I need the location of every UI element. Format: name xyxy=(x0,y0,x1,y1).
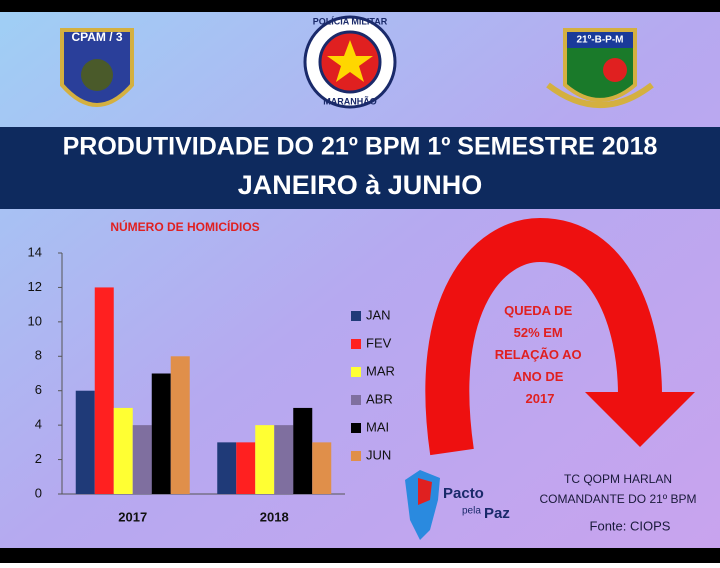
bar xyxy=(94,287,114,494)
bar xyxy=(217,442,237,494)
y-tick-label: 12 xyxy=(28,279,42,294)
header-subtitle: JANEIRO à JUNHO xyxy=(238,170,483,200)
bar xyxy=(132,425,152,494)
y-tick-label: 10 xyxy=(28,313,42,328)
legend-label: JUN xyxy=(366,447,391,462)
legend-swatch xyxy=(351,311,361,321)
annotation-line: RELAÇÃO AO xyxy=(495,347,582,362)
x-tick-label: 2017 xyxy=(118,509,147,524)
x-tick-label: 2018 xyxy=(260,509,289,524)
annotation-line: 2017 xyxy=(526,391,555,406)
logo-text: CPAM / 3 xyxy=(71,30,122,44)
bar xyxy=(312,442,332,494)
legend-swatch xyxy=(351,367,361,377)
bar xyxy=(170,356,190,494)
legend-swatch xyxy=(351,451,361,461)
bar xyxy=(75,390,95,494)
logo-text: POLÍCIA MILITAR xyxy=(313,16,388,26)
legend-label: ABR xyxy=(366,391,393,406)
bar xyxy=(255,425,275,494)
logo-text: 21º-B-P-M xyxy=(577,35,624,46)
legend-label: MAR xyxy=(366,363,395,378)
y-tick-label: 14 xyxy=(28,244,42,259)
header-title: PRODUTIVIDADE DO 21º BPM 1º SEMESTRE 201… xyxy=(63,133,658,161)
logo-21bpm: 21º-B-P-M xyxy=(546,28,654,108)
header-banner xyxy=(0,127,720,209)
annotation: QUEDA DE 52% EM RELAÇÃO AO ANO DE 2017 xyxy=(495,303,586,406)
arrow xyxy=(425,217,695,456)
logo-text: Paz xyxy=(484,505,510,522)
chart-title: NÚMERO DE HOMICÍDIOS xyxy=(110,219,259,234)
legend-label: MAI xyxy=(366,419,389,434)
y-tick-label: 6 xyxy=(35,382,42,397)
legend-label: FEV xyxy=(366,335,392,350)
logo-text: Pacto xyxy=(443,485,484,502)
logo-pacto: Pacto pela Paz xyxy=(405,470,510,540)
y-tick-label: 8 xyxy=(35,348,42,363)
bar xyxy=(274,425,294,494)
y-tick-label: 2 xyxy=(35,451,42,466)
bar xyxy=(236,442,256,494)
annotation-line: 52% EM xyxy=(514,325,563,340)
bottom-bar xyxy=(0,548,720,563)
footer-line: TC QOPM HARLAN xyxy=(564,472,672,486)
legend-swatch xyxy=(351,395,361,405)
logo-pm: POLÍCIA MILITAR MARANHÃO xyxy=(303,15,397,109)
annotation-line: QUEDA DE xyxy=(504,303,572,318)
legend-label: JAN xyxy=(366,307,391,322)
logo-cpam: CPAM / 3 xyxy=(60,28,134,107)
logo-text: pela xyxy=(462,506,481,517)
chart: 0 2 4 6 8 10 12 14 2017 2018 JAN FEV MAR ABR MAI JUN xyxy=(28,244,395,524)
footer-source: Fonte: CIOPS xyxy=(590,518,671,533)
annotation-line: ANO DE xyxy=(513,369,564,384)
bar xyxy=(293,407,313,494)
logo-text: MARANHÃO xyxy=(323,96,377,106)
y-tick-label: 0 xyxy=(35,485,42,500)
y-tick-label: 4 xyxy=(35,417,42,432)
legend-swatch xyxy=(351,339,361,349)
footer-line: COMANDANTE DO 21º BPM xyxy=(539,492,696,506)
bar xyxy=(151,373,171,494)
bar xyxy=(113,407,133,494)
top-bar xyxy=(0,0,720,12)
legend-swatch xyxy=(351,423,361,433)
